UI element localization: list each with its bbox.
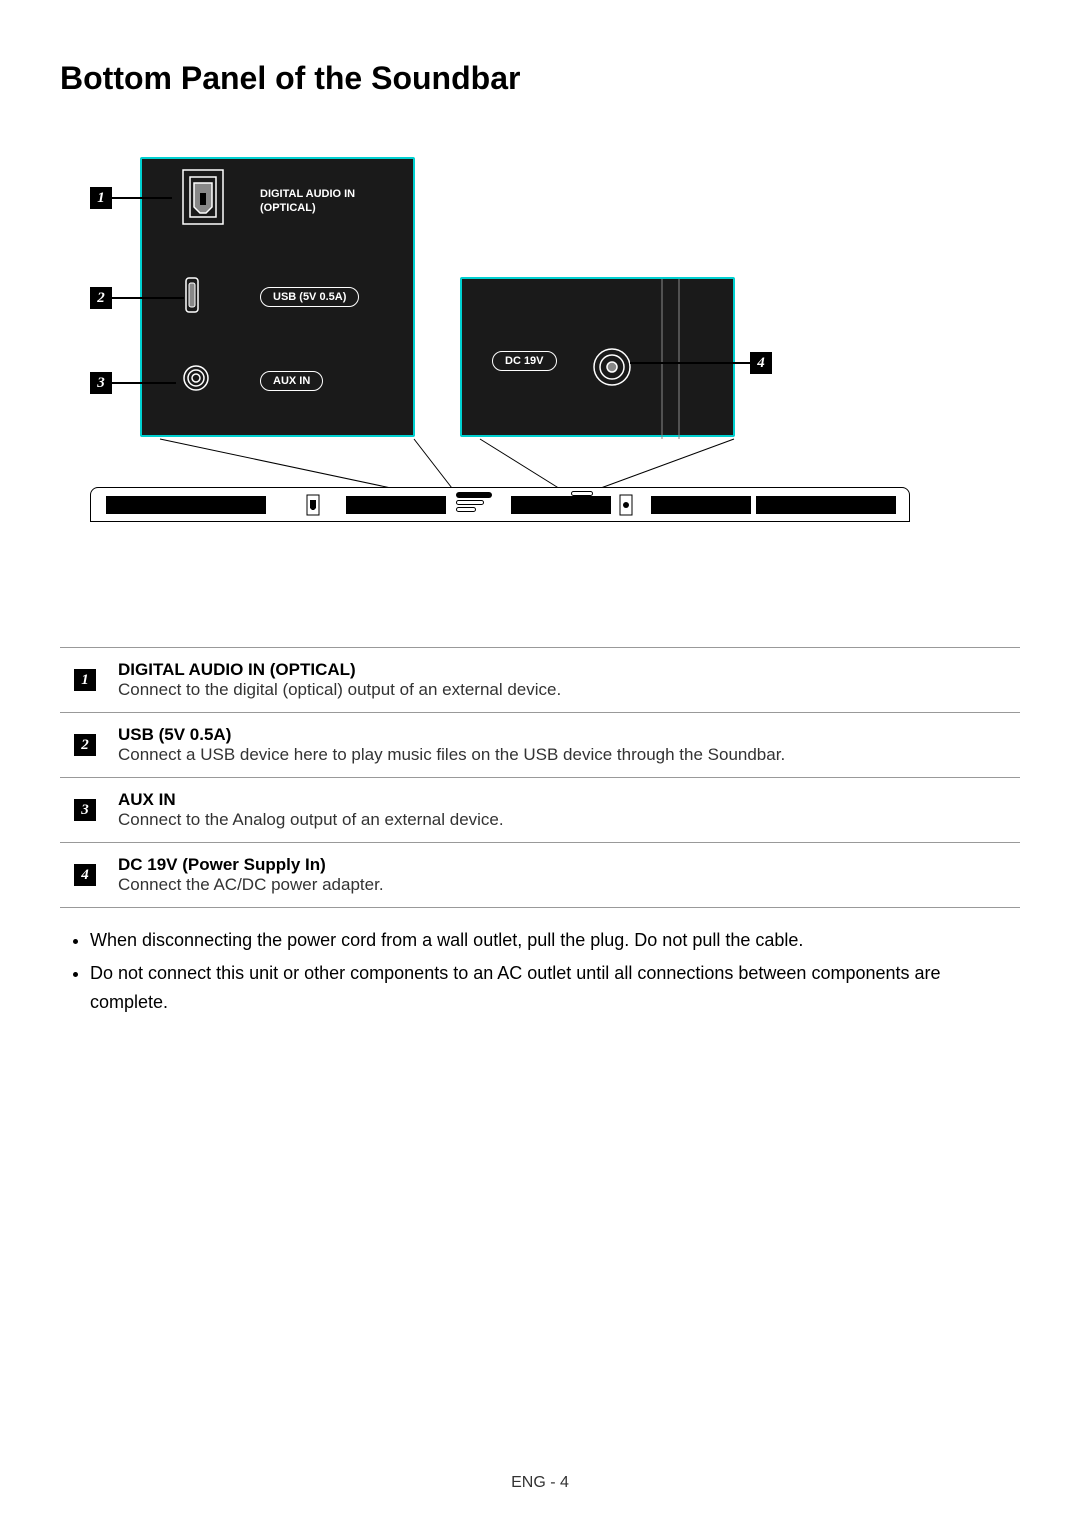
page-title: Bottom Panel of the Soundbar xyxy=(60,60,1020,97)
note-item: Do not connect this unit or other compon… xyxy=(90,959,1020,1017)
row-num-2: 2 xyxy=(74,734,96,756)
table-row: 3 AUX IN Connect to the Analog output of… xyxy=(60,778,1020,843)
table-row: 2 USB (5V 0.5A) Connect a USB device her… xyxy=(60,713,1020,778)
notes-list: When disconnecting the power cord from a… xyxy=(60,926,1020,1016)
description-table: 1 DIGITAL AUDIO IN (OPTICAL) Connect to … xyxy=(60,647,1020,908)
row-title-4: DC 19V (Power Supply In) xyxy=(118,855,1012,875)
row-desc-1: Connect to the digital (optical) output … xyxy=(118,680,1012,700)
row-desc-3: Connect to the Analog output of an exter… xyxy=(118,810,1012,830)
row-desc-4: Connect the AC/DC power adapter. xyxy=(118,875,1012,895)
diagram-area: DIGITAL AUDIO IN (OPTICAL) USB (5V 0.5A) xyxy=(60,157,1020,587)
table-row: 4 DC 19V (Power Supply In) Connect the A… xyxy=(60,843,1020,908)
soundbar-outline xyxy=(90,487,910,522)
row-title-2: USB (5V 0.5A) xyxy=(118,725,1012,745)
row-title-3: AUX IN xyxy=(118,790,1012,810)
row-title-1: DIGITAL AUDIO IN (OPTICAL) xyxy=(118,660,1012,680)
row-num-3: 3 xyxy=(74,799,96,821)
row-num-1: 1 xyxy=(74,669,96,691)
page-footer: ENG - 4 xyxy=(0,1474,1080,1492)
note-item: When disconnecting the power cord from a… xyxy=(90,926,1020,955)
row-desc-2: Connect a USB device here to play music … xyxy=(118,745,1012,765)
table-row: 1 DIGITAL AUDIO IN (OPTICAL) Connect to … xyxy=(60,648,1020,713)
row-num-4: 4 xyxy=(74,864,96,886)
